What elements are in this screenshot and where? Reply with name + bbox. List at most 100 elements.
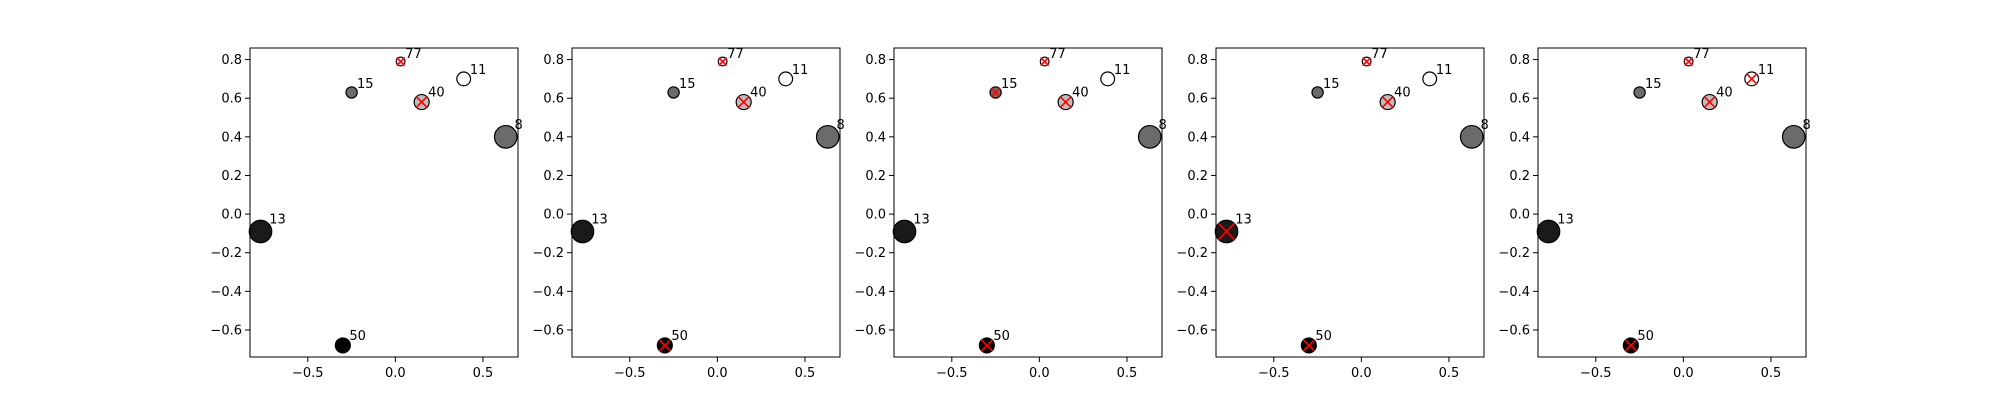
y-tick-label: −0.4: [1176, 285, 1208, 300]
plot-area: [572, 48, 840, 357]
point-label: 77: [405, 47, 422, 62]
y-tick-label: 0.6: [865, 92, 886, 107]
y-tick-label: 0.6: [1187, 92, 1208, 107]
y-tick-label: −0.4: [854, 285, 886, 300]
point-marker: [892, 219, 917, 244]
point-50: 50: [1622, 329, 1654, 354]
point-marker: [1311, 86, 1324, 99]
x-tick-label: −0.5: [1580, 366, 1612, 381]
point-13: 13: [1536, 213, 1574, 244]
point-label: 15: [679, 77, 696, 92]
y-tick-label: −0.2: [1176, 246, 1208, 261]
y-tick-label: 0.8: [865, 53, 886, 68]
point-40: 40: [413, 86, 445, 111]
y-tick-label: 0.4: [1509, 130, 1530, 145]
point-15: 15: [1633, 77, 1662, 99]
x-tick-label: 0.0: [707, 366, 728, 381]
point-label: 50: [671, 329, 688, 344]
y-tick-label: 0.2: [865, 169, 886, 184]
point-label: 40: [1072, 86, 1089, 101]
cross-mark: [1059, 96, 1072, 109]
point-label: 13: [913, 213, 930, 228]
point-15: 15: [667, 77, 696, 99]
point-label: 15: [1645, 77, 1662, 92]
point-13: 13: [248, 213, 286, 244]
y-tick-label: −0.4: [532, 285, 564, 300]
point-marker: [1781, 124, 1806, 149]
point-77: 77: [717, 47, 744, 67]
point-label: 15: [1323, 77, 1340, 92]
point-label: 11: [1758, 63, 1775, 78]
y-tick-label: 0.6: [221, 92, 242, 107]
plot-area: [250, 48, 518, 357]
point-label: 11: [1436, 63, 1453, 78]
point-label: 77: [1371, 47, 1388, 62]
point-15: 15: [989, 77, 1018, 99]
point-marker: [456, 71, 472, 87]
point-8: 8: [815, 118, 845, 149]
subplot-4: −0.5 0.0 0.5 −0.6 −0.4 −0.2 0.0 0.2 0.4 0.6 0.8 77 1…: [1176, 47, 1488, 381]
point-77: 77: [1361, 47, 1388, 67]
point-label: 15: [1001, 77, 1018, 92]
point-50: 50: [334, 329, 366, 354]
y-tick-label: −0.6: [210, 323, 242, 338]
point-label: 50: [1637, 329, 1654, 344]
point-label: 11: [792, 63, 809, 78]
cross-mark: [990, 87, 1001, 98]
point-label: 15: [357, 77, 374, 92]
y-tick-label: 0.2: [221, 169, 242, 184]
y-tick-label: 0.0: [1187, 208, 1208, 223]
point-marker: [1422, 71, 1438, 87]
point-11: 11: [456, 63, 486, 87]
y-tick-label: −0.6: [1176, 323, 1208, 338]
point-40: 40: [1057, 86, 1089, 111]
point-label: 8: [836, 118, 844, 133]
y-tick-label: 0.0: [543, 208, 564, 223]
point-label: 11: [1114, 63, 1131, 78]
point-label: 40: [428, 86, 445, 101]
cross-mark: [1040, 56, 1050, 67]
point-label: 8: [514, 118, 522, 133]
axes-frame: [249, 47, 519, 358]
point-label: 77: [1049, 47, 1066, 62]
point-77: 77: [1039, 47, 1066, 67]
axes-frame: [893, 47, 1163, 358]
y-tick-label: −0.2: [1498, 246, 1530, 261]
x-tick-label: −0.5: [614, 366, 646, 381]
point-11: 11: [778, 63, 809, 87]
point-11: 11: [1422, 63, 1453, 87]
x-tick-label: −0.5: [292, 366, 324, 381]
point-13: 13: [1214, 213, 1252, 244]
subplot-5: −0.5 0.0 0.5 −0.6 −0.4 −0.2 0.0 0.2 0.4 0.6 0.8 77 1…: [1498, 47, 1810, 381]
cross-mark: [1362, 56, 1372, 67]
cross-mark: [1703, 96, 1716, 109]
point-8: 8: [1781, 118, 1811, 149]
y-tick-label: −0.6: [854, 323, 886, 338]
axes-frame: [571, 47, 841, 358]
y-tick-label: 0.4: [865, 130, 886, 145]
cross-mark: [415, 96, 428, 109]
plot-area: [894, 48, 1162, 357]
plot-area: [1538, 48, 1806, 357]
y-tick-label: −0.2: [532, 246, 564, 261]
point-marker: [815, 124, 840, 149]
point-label: 8: [1802, 118, 1810, 133]
point-8: 8: [493, 118, 523, 149]
point-label: 40: [750, 86, 767, 101]
point-8: 8: [1137, 118, 1167, 149]
point-15: 15: [345, 77, 374, 99]
point-label: 13: [591, 213, 608, 228]
cross-mark: [737, 96, 750, 109]
point-label: 50: [1315, 329, 1332, 344]
point-label: 50: [993, 329, 1010, 344]
x-tick-label: 0.0: [1673, 366, 1694, 381]
y-tick-label: −0.2: [854, 246, 886, 261]
subplot-1: −0.5 0.0 0.5 −0.6 −0.4 −0.2 0.0 0.2 0.4 0.6 0.8 77 1…: [210, 47, 522, 381]
point-label: 13: [1235, 213, 1252, 228]
cross-mark: [1746, 73, 1758, 85]
point-label: 50: [349, 329, 366, 344]
cross-mark: [1381, 96, 1394, 109]
point-11: 11: [1744, 63, 1775, 87]
axes-frame: [1537, 47, 1807, 358]
x-tick-label: 0.0: [385, 366, 406, 381]
